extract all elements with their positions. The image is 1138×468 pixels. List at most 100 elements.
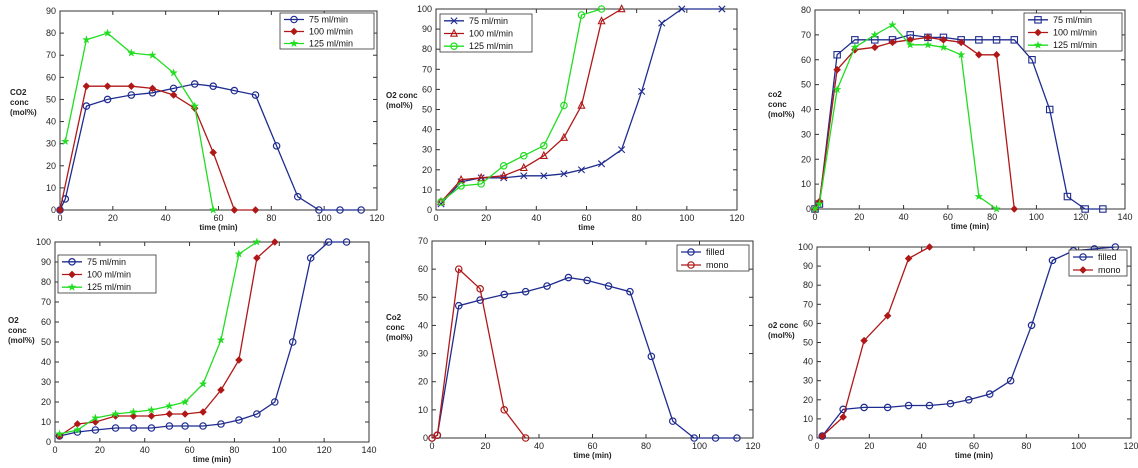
x-axis-label: time (min) bbox=[951, 222, 990, 231]
legend-marker bbox=[687, 248, 695, 256]
data-point bbox=[181, 410, 189, 418]
data-point bbox=[342, 238, 351, 246]
data-point bbox=[658, 19, 666, 27]
y-tick-label: 20 bbox=[801, 154, 811, 164]
data-point bbox=[1028, 55, 1036, 64]
data-point bbox=[718, 5, 726, 13]
x-tick-label: 20 bbox=[864, 441, 874, 451]
data-point bbox=[500, 406, 509, 414]
data-point bbox=[336, 206, 344, 214]
y-axis-label: O2 conc (mol%) bbox=[8, 316, 35, 345]
series-line bbox=[431, 267, 527, 439]
series-mono bbox=[818, 243, 934, 440]
y-tick-label: 10 bbox=[422, 185, 432, 195]
series-line bbox=[814, 24, 997, 210]
x-tick-label: 60 bbox=[213, 213, 223, 223]
data-point bbox=[860, 336, 868, 345]
data-point bbox=[253, 254, 261, 262]
data-point bbox=[127, 82, 136, 90]
legend: 75 ml/min 100 ml/min 125 ml/min bbox=[439, 13, 533, 53]
legend-marker bbox=[68, 270, 76, 279]
legend-label: 125 ml/min bbox=[1053, 40, 1097, 50]
legend-label: filled bbox=[1098, 252, 1117, 262]
data-point bbox=[82, 102, 91, 110]
data-point bbox=[208, 205, 218, 214]
data-point bbox=[540, 172, 548, 180]
data-point bbox=[540, 141, 548, 150]
y-tick-label: 50 bbox=[41, 337, 51, 347]
data-point bbox=[539, 150, 548, 159]
data-point bbox=[111, 424, 120, 432]
data-point bbox=[870, 30, 880, 39]
y-tick-label: 80 bbox=[422, 44, 432, 54]
legend-label: mono bbox=[1098, 265, 1121, 275]
data-point bbox=[904, 401, 913, 410]
y-tick-label: 70 bbox=[418, 236, 428, 246]
legend-label: 125 ml/min bbox=[309, 39, 353, 49]
data-point bbox=[251, 91, 260, 99]
series-line bbox=[59, 241, 347, 437]
y-tick-label: 100 bbox=[798, 242, 813, 252]
data-point bbox=[626, 287, 634, 296]
y-axis-label: O2 conc (mol%) bbox=[386, 91, 418, 110]
x-tick-label: 20 bbox=[481, 213, 491, 223]
data-point bbox=[1081, 205, 1089, 213]
data-point bbox=[1006, 376, 1015, 385]
data-point bbox=[198, 379, 208, 388]
y-tick-label: 30 bbox=[801, 129, 811, 139]
data-point bbox=[597, 5, 606, 13]
data-point bbox=[577, 11, 586, 19]
data-point bbox=[851, 46, 859, 54]
data-point bbox=[230, 86, 239, 95]
data-point bbox=[190, 80, 199, 88]
data-point bbox=[454, 301, 463, 310]
data-point bbox=[992, 36, 1001, 44]
y-tick-label: 60 bbox=[418, 264, 428, 274]
data-point bbox=[810, 204, 820, 213]
x-tick-label: 0 bbox=[433, 213, 438, 223]
x-tick-label: 140 bbox=[361, 445, 376, 455]
y-tick-label: 60 bbox=[46, 72, 56, 82]
data-point bbox=[543, 282, 551, 290]
y-axis-label-line: Co2 bbox=[386, 313, 402, 322]
data-point bbox=[985, 390, 994, 398]
data-point bbox=[839, 413, 847, 421]
y-tick-label: 20 bbox=[418, 377, 428, 387]
y-tick-label: 0 bbox=[808, 433, 813, 443]
data-point bbox=[520, 172, 528, 180]
plot-frame bbox=[816, 246, 1132, 439]
x-tick-label: 120 bbox=[369, 213, 384, 223]
data-point bbox=[560, 170, 568, 178]
data-point bbox=[457, 182, 465, 190]
series-line bbox=[59, 83, 362, 211]
y-tick-label: 30 bbox=[422, 145, 432, 155]
x-tick-label: 0 bbox=[814, 441, 819, 451]
data-point bbox=[956, 50, 966, 59]
data-point bbox=[577, 100, 586, 109]
data-point bbox=[839, 405, 847, 414]
y-tick-label: 0 bbox=[806, 204, 811, 214]
data-point bbox=[103, 82, 112, 90]
data-point bbox=[306, 254, 315, 262]
data-point bbox=[129, 424, 138, 432]
data-point bbox=[583, 276, 591, 285]
data-point bbox=[230, 206, 239, 214]
series-line bbox=[821, 246, 930, 437]
data-point bbox=[217, 386, 225, 394]
x-axis-label: time (min) bbox=[955, 451, 994, 460]
data-point bbox=[293, 192, 302, 201]
data-point bbox=[91, 426, 100, 434]
legend-marker bbox=[450, 42, 458, 50]
y-axis-label: o2 conc (mol%) bbox=[768, 321, 799, 340]
data-point bbox=[476, 296, 484, 304]
y-tick-label: 10 bbox=[41, 417, 51, 427]
data-point bbox=[668, 417, 677, 425]
plot-frame bbox=[431, 240, 754, 439]
legend-marker bbox=[289, 38, 299, 48]
legend-label: 75 ml/min bbox=[87, 257, 126, 267]
x-axis-label: time (min) bbox=[193, 455, 232, 464]
data-point bbox=[1045, 105, 1054, 114]
legend-marker bbox=[450, 17, 458, 25]
legend-label: 75 ml/min bbox=[469, 16, 508, 26]
legend: filled mono bbox=[676, 244, 750, 272]
